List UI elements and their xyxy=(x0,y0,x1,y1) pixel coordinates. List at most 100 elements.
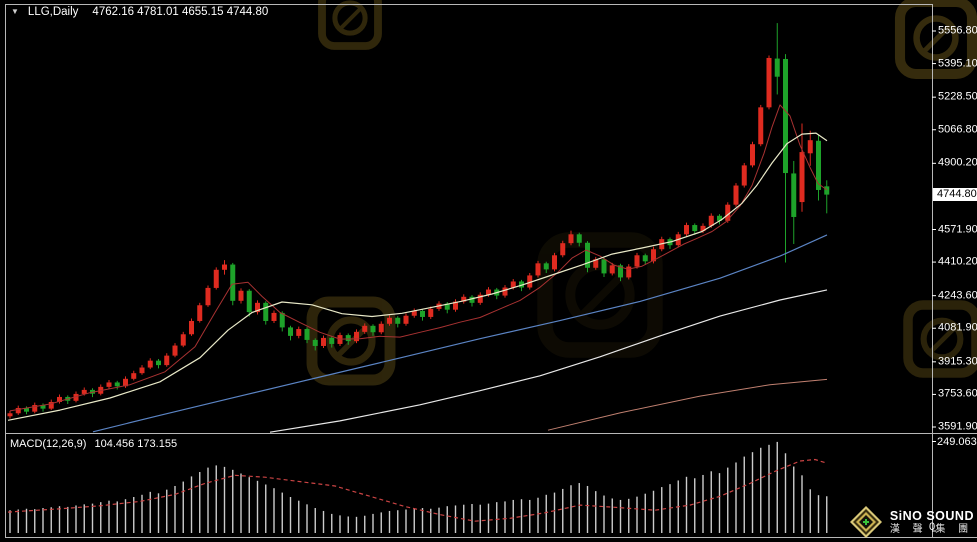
candle xyxy=(354,331,359,342)
candle xyxy=(535,263,541,276)
candle xyxy=(618,265,623,278)
candle xyxy=(750,144,755,166)
candle xyxy=(766,57,772,108)
ma-mid-yellow xyxy=(7,132,828,421)
candle xyxy=(139,367,145,374)
candle xyxy=(180,334,186,346)
candle xyxy=(189,320,194,335)
candle xyxy=(477,294,483,303)
symbol-timeframe-label: LLG,Daily xyxy=(27,6,79,18)
price-tick-label: 3591.90 xyxy=(938,420,977,433)
candle xyxy=(378,323,384,333)
candle xyxy=(758,107,764,145)
candle xyxy=(15,408,21,414)
candle xyxy=(684,225,689,235)
candle xyxy=(304,329,310,340)
candle xyxy=(502,287,508,296)
candle xyxy=(271,312,277,321)
candle xyxy=(585,242,590,268)
candle xyxy=(230,264,236,301)
ma-long-blue xyxy=(92,234,828,433)
candle xyxy=(172,345,178,356)
window-frame xyxy=(5,4,977,538)
candle xyxy=(123,378,128,387)
candle xyxy=(700,225,706,232)
candle xyxy=(708,215,714,226)
ohlc-quote-text: 4762.16 4781.01 4655.15 4744.80 xyxy=(92,6,269,18)
candle xyxy=(469,296,475,303)
ma-longest-salmon xyxy=(547,378,828,431)
price-tick-label: 4571.90 xyxy=(938,223,977,235)
candle xyxy=(642,255,648,262)
price-tick-label: 3915.30 xyxy=(938,355,977,368)
candles xyxy=(7,23,830,419)
macd-histogram xyxy=(9,441,828,533)
candle xyxy=(32,405,38,412)
candle xyxy=(519,281,524,288)
candle xyxy=(461,296,467,302)
candle xyxy=(807,140,813,154)
candle xyxy=(403,315,409,324)
candle xyxy=(428,308,434,317)
candle xyxy=(733,185,739,205)
price-tick-label: 5228.50 xyxy=(938,90,977,103)
candle xyxy=(601,259,607,274)
candle xyxy=(238,290,244,301)
candle xyxy=(824,186,830,195)
candle xyxy=(626,266,632,278)
candle xyxy=(453,301,458,310)
candle xyxy=(329,337,335,344)
price-tick-label: 4410.20 xyxy=(938,255,977,268)
candle xyxy=(222,264,227,270)
candle xyxy=(486,289,491,295)
ma-long-white xyxy=(269,289,828,433)
candle xyxy=(48,401,54,409)
candle xyxy=(692,225,698,232)
candle xyxy=(444,303,450,310)
candle xyxy=(81,389,87,394)
candle xyxy=(543,263,549,270)
chevron-down-icon[interactable]: ▼ xyxy=(11,7,19,16)
candle xyxy=(164,355,170,366)
candle xyxy=(783,58,788,174)
candle xyxy=(246,290,252,313)
candle xyxy=(725,204,731,221)
candle xyxy=(73,393,79,401)
candle xyxy=(7,413,13,417)
price-tick-label: 4900.20 xyxy=(938,156,977,169)
candle xyxy=(279,312,285,328)
candle xyxy=(717,215,722,221)
candle xyxy=(568,234,574,244)
price-tick-label: 4081.90 xyxy=(938,321,977,334)
candle xyxy=(321,337,326,346)
candle xyxy=(197,305,203,321)
candle xyxy=(799,152,805,203)
candle xyxy=(296,329,302,336)
candle xyxy=(345,335,351,342)
candle xyxy=(114,382,120,387)
candle xyxy=(560,243,566,256)
candle xyxy=(131,373,137,379)
ma-fast-red xyxy=(9,104,828,412)
candle xyxy=(40,405,46,409)
candle xyxy=(420,310,425,317)
price-tick-label: 4243.60 xyxy=(938,289,977,302)
candle xyxy=(312,339,318,346)
candle xyxy=(213,269,219,288)
candle xyxy=(411,310,417,316)
candle xyxy=(263,302,269,321)
candle xyxy=(57,396,62,402)
candle xyxy=(552,255,557,270)
price-tick-label: 5066.80 xyxy=(938,123,977,136)
watermark-logos xyxy=(306,0,977,386)
candle xyxy=(106,382,112,387)
candle xyxy=(288,327,293,336)
price-tick-label: 3753.60 xyxy=(938,387,977,400)
candle xyxy=(527,275,533,288)
candle xyxy=(24,408,29,412)
candle xyxy=(205,287,211,306)
candle xyxy=(609,265,615,274)
symbol-title-bar: ▼ LLG,Daily 4762.16 4781.01 4655.15 4744… xyxy=(11,6,268,18)
